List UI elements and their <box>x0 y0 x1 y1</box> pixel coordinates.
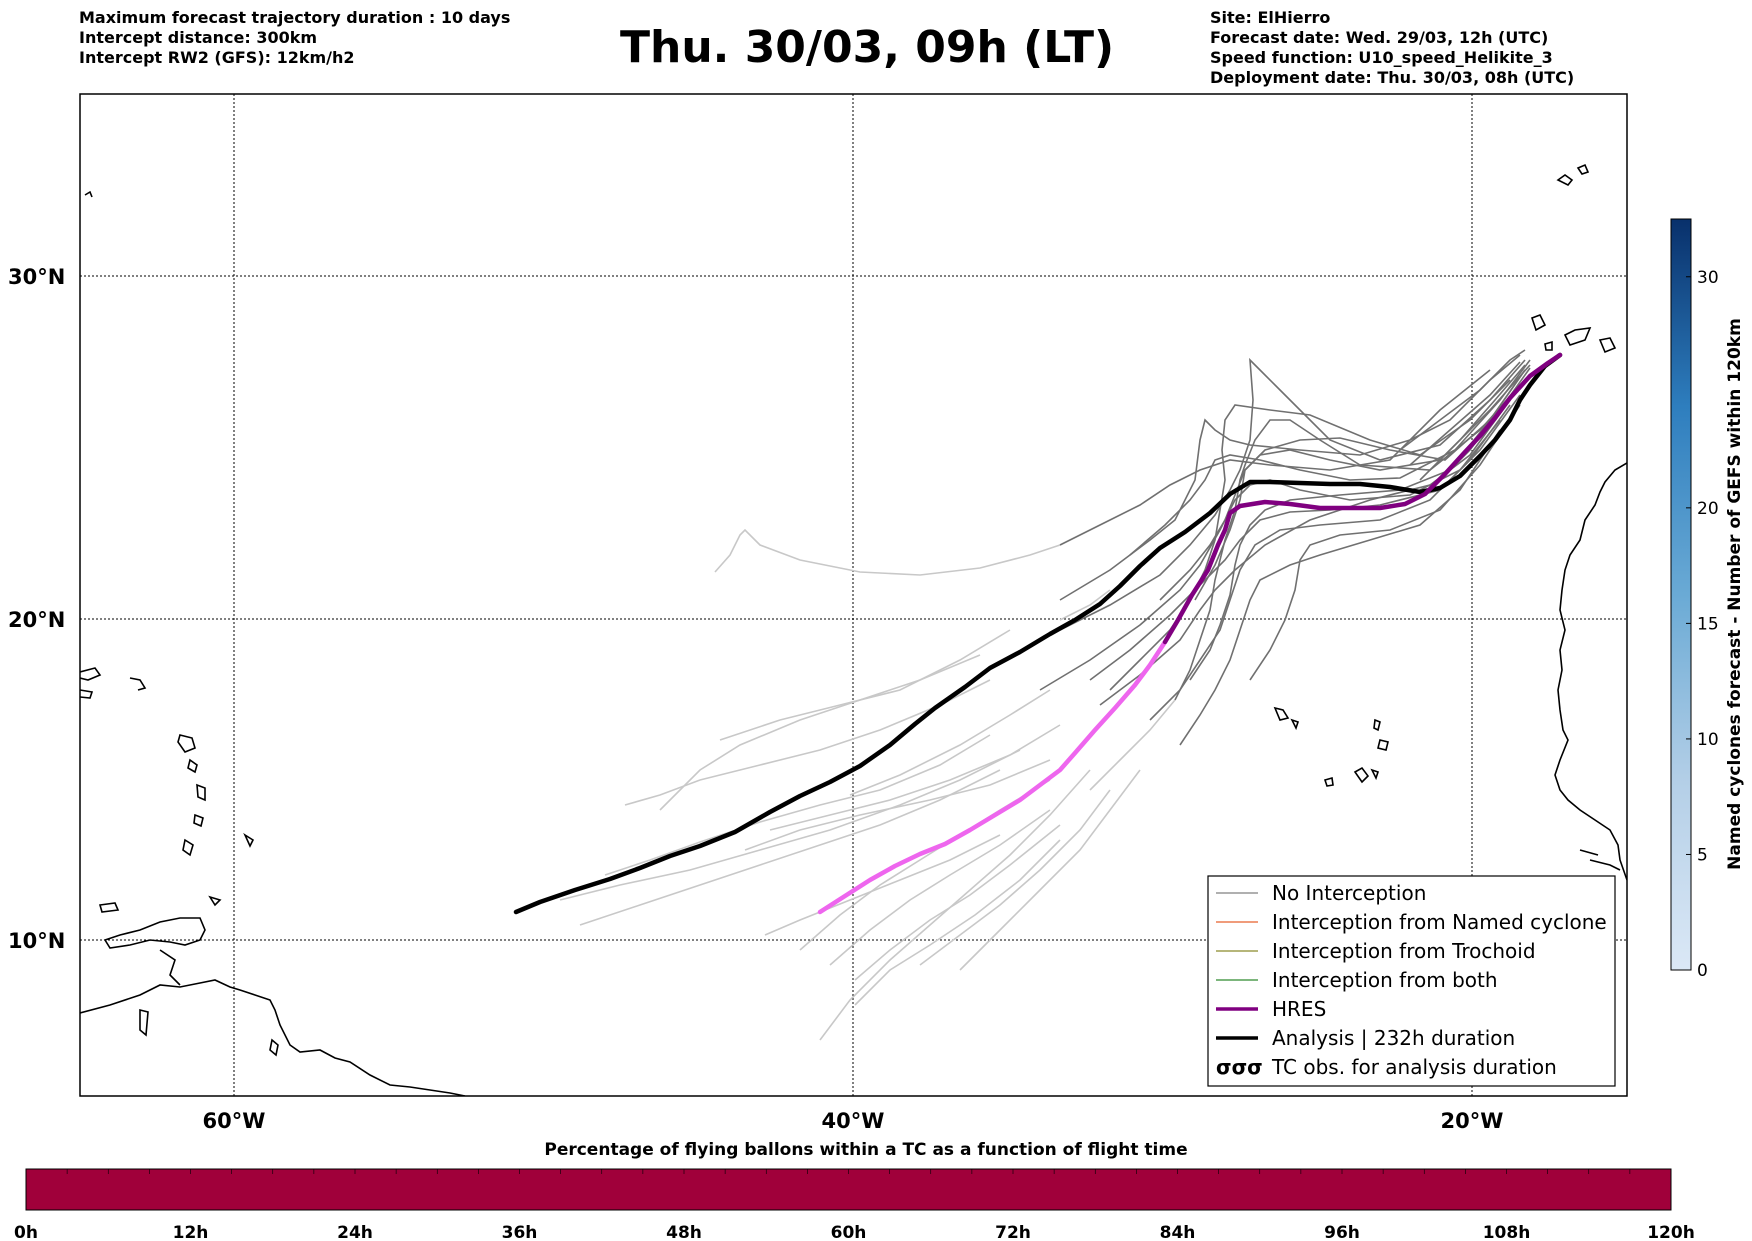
legend-item: Interception from Trochoid <box>1216 939 1536 963</box>
lon-label-40w: 40°W <box>822 1109 885 1133</box>
speed-function-text: Speed function: U10_speed_Helikite_3 <box>1210 48 1553 67</box>
colorbar-right-tick-label: 10 <box>1697 730 1719 750</box>
intercept-distance-text: Intercept distance: 300km <box>79 28 318 47</box>
legend-label: HRES <box>1272 997 1326 1021</box>
colorbar-right: 0 5 10 15 20 30 Named cyclones forecast - Num… <box>1670 218 1745 981</box>
site-text: Site: ElHierro <box>1210 8 1331 27</box>
colorbar-right-tick-label: 20 <box>1697 499 1719 519</box>
colorbar-bottom-tick-label: 48h <box>666 1223 702 1241</box>
ensemble-trajectories-late <box>559 528 1176 1041</box>
colorbar-bottom-title: Percentage of flying ballons within a TC… <box>544 1140 1187 1160</box>
colorbar-bottom-tick-label: 0h <box>14 1223 38 1241</box>
legend-item: Interception from both <box>1216 968 1498 992</box>
colorbar-bottom-tick-label: 72h <box>995 1223 1031 1241</box>
colorbar-right-bar <box>1670 218 1692 971</box>
lat-label-20n: 20°N <box>8 608 65 632</box>
legend-label: Interception from Named cyclone <box>1272 910 1607 934</box>
colorbar-right-title: Named cyclones forecast - Number of GEFS… <box>1725 318 1745 870</box>
legend-box <box>1207 875 1616 1087</box>
tc-obs-symbol-icon: σσσ <box>1216 1055 1263 1079</box>
deployment-date-text: Deployment date: Thu. 30/03, 08h (UTC) <box>1210 68 1575 87</box>
colorbar-bottom-tick-label: 12h <box>173 1223 209 1241</box>
legend-item: HRES <box>1216 997 1326 1021</box>
colorbar-right-tick-label: 30 <box>1697 268 1719 288</box>
lat-label-10n: 10°N <box>8 929 65 953</box>
colorbar-right-tick-label: 5 <box>1697 845 1708 865</box>
colorbar-bottom-tick-label: 84h <box>1160 1223 1196 1241</box>
legend-item: σσσ TC obs. for analysis duration <box>1216 1055 1557 1079</box>
legend: No Interception Interception from Named c… <box>1207 875 1616 1087</box>
coastline-east <box>1273 163 1627 881</box>
lon-label-60w: 60°W <box>203 1109 266 1133</box>
colorbar-bottom-tick-label: 60h <box>831 1223 867 1241</box>
trajectory-info: Maximum forecast trajectory duration : 1… <box>79 8 510 68</box>
legend-item: Analysis | 232h duration <box>1216 1026 1515 1050</box>
legend-label: Interception from Trochoid <box>1272 939 1536 963</box>
hres-track-late <box>817 639 1168 915</box>
colorbar-bottom-tick-label: 36h <box>502 1223 538 1241</box>
legend-item: No Interception <box>1216 881 1426 905</box>
colorbar-right-tick-label: 15 <box>1697 614 1719 634</box>
colorbar-bottom-tick-label: 96h <box>1324 1223 1360 1241</box>
lon-label-20w: 20°W <box>1441 1109 1504 1133</box>
legend-label: No Interception <box>1272 881 1426 905</box>
colorbar-bottom-tick-label: 24h <box>337 1223 373 1241</box>
coastline-west <box>80 190 466 1096</box>
map-title: Thu. 30/03, 09h (LT) <box>620 22 1115 73</box>
colorbar-bottom-tick-label: 120h <box>1647 1223 1695 1241</box>
colorbar-bottom-bar <box>25 1168 1672 1211</box>
colorbar-bottom-tick-label: 108h <box>1483 1223 1531 1241</box>
legend-label: TC obs. for analysis duration <box>1271 1055 1557 1079</box>
legend-label: Interception from both <box>1272 968 1498 992</box>
colorbar-right-tick-label: 0 <box>1697 961 1708 981</box>
legend-label: Analysis | 232h duration <box>1272 1026 1515 1050</box>
lat-label-30n: 30°N <box>8 265 65 289</box>
forecast-date-text: Forecast date: Wed. 29/03, 12h (UTC) <box>1210 28 1549 47</box>
max-duration-text: Maximum forecast trajectory duration : 1… <box>79 8 511 27</box>
intercept-rw2-text: Intercept RW2 (GFS): 12km/h2 <box>79 48 355 67</box>
site-info: Site: ElHierro Forecast date: Wed. 29/03… <box>1210 8 1574 88</box>
hres-track-early <box>1162 352 1563 645</box>
map-frame <box>79 93 1628 1097</box>
colorbar-bottom: Percentage of flying ballons within a TC… <box>14 1140 1695 1241</box>
legend-item: Interception from Named cyclone <box>1216 910 1607 934</box>
analysis-track <box>513 352 1563 915</box>
